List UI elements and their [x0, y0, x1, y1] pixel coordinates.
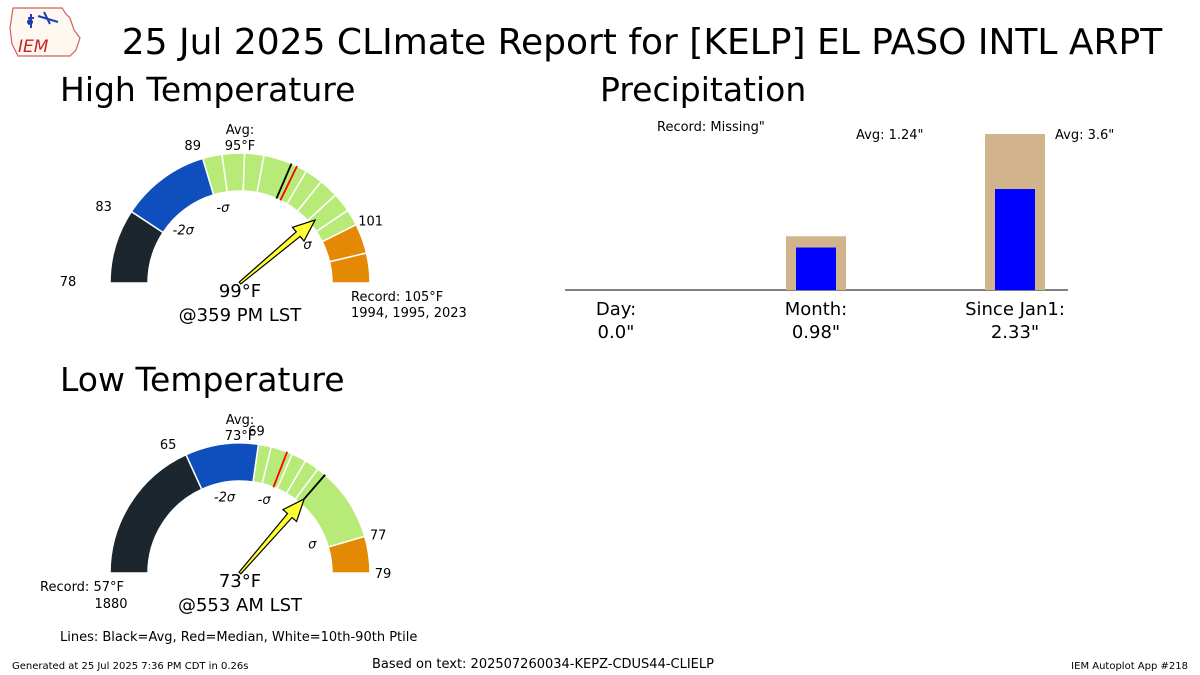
precip-category-label: Month: [785, 299, 847, 320]
high-temp-heading: High Temperature [60, 70, 355, 109]
high-time-label: @359 PM LST [179, 305, 303, 326]
low-temp-heading: Low Temperature [60, 360, 345, 399]
precip-value-label: 0.98" [792, 322, 840, 343]
gauge-tick-label: 101 [358, 214, 383, 229]
sigma-label: σ [308, 538, 317, 553]
high-avg-label: Avg: [226, 123, 254, 138]
logo-symbol-icon [27, 19, 33, 25]
ptile-line-3 [286, 170, 307, 205]
ptile-line-6 [315, 209, 349, 233]
high-temp-gauge: Avg: 95°F 99°F @359 PM LST Record: 105°F… [60, 123, 467, 326]
precip-category-label: Day: [596, 299, 636, 320]
ptile-line-0 [261, 446, 273, 484]
high-value-label: 99°F [219, 281, 261, 302]
high-record-label: Record: 105°F [351, 290, 443, 305]
gauge-tick-label: 78 [60, 275, 77, 290]
report-title: 25 Jul 2025 CLImate Report for [KELP] EL… [122, 22, 1164, 63]
precip-annotation: Avg: 1.24" [856, 128, 924, 143]
low-avg-value: 73°F [225, 429, 256, 444]
gauge-band-4 [328, 252, 371, 284]
low-record-label: Record: 57°F [40, 580, 124, 595]
gauge-needle [238, 218, 317, 285]
gauge-tick-label: 65 [160, 438, 177, 453]
iem-logo: IEM [9, 7, 81, 57]
median-line [279, 165, 298, 201]
observed-precip-bar [796, 247, 836, 290]
high-record-years: 1994, 1995, 2023 [351, 306, 467, 321]
sigma-label: -σ [216, 201, 230, 216]
logo-text: IEM [18, 37, 49, 57]
sigma-label: -σ [258, 493, 272, 508]
footer-based-on: Based on text: 202507260034-KEPZ-CDUS44-… [372, 657, 714, 672]
gauge-tick-label: 69 [248, 424, 265, 439]
ptile-line-0 [221, 154, 228, 193]
gauge-tick-label: 79 [375, 567, 392, 582]
observed-precip-bar [995, 189, 1035, 290]
precip-annotation: Record: Missing" [657, 120, 765, 135]
ptile-line-4 [296, 180, 322, 212]
ptile-line-1 [242, 153, 246, 192]
ptile-line-5 [307, 194, 337, 222]
ptile-line-2 [256, 155, 265, 193]
precip-bar-chart: Day:0.0" Month:0.98" Since Jan1:2.33" Recor… [565, 120, 1114, 343]
high-avg-value: 95°F [225, 139, 256, 154]
precip-value-label: 2.33" [991, 322, 1039, 343]
low-time-label: @553 AM LST [178, 595, 303, 616]
ptile-line-2 [285, 460, 307, 494]
median-line [272, 451, 289, 488]
avg-line [275, 163, 293, 199]
gauge-tick-label: 89 [184, 139, 201, 154]
ptile-line-3 [294, 468, 319, 500]
gauge-band-3 [327, 535, 371, 574]
legend-note: Lines: Black=Avg, Red=Median, White=10th… [60, 630, 417, 645]
gauge-band-0 [109, 453, 203, 574]
precip-annotation: Avg: 3.6" [1055, 128, 1114, 143]
low-record-years: 1880 [94, 597, 127, 612]
low-value-label: 73°F [219, 571, 261, 592]
sigma-label: -2σ [173, 223, 195, 238]
precip-category-label: Since Jan1: [965, 299, 1065, 320]
gauge-tick-label: 83 [95, 200, 112, 215]
gauge-tick-label: 77 [370, 528, 387, 543]
ptile-line-1 [276, 453, 294, 490]
footer-generated: Generated at 25 Jul 2025 7:36 PM CDT in … [12, 661, 248, 672]
footer-app: IEM Autoplot App #218 [1071, 661, 1188, 672]
sigma-label: σ [303, 238, 312, 253]
gauge-needle [238, 497, 306, 575]
precip-heading: Precipitation [600, 70, 806, 109]
sigma-label: -2σ [214, 491, 236, 506]
low-temp-gauge: Avg: 73°F 73°F @553 AM LST Record: 57°F … [40, 413, 391, 616]
low-avg-label: Avg: [226, 413, 254, 428]
precip-value-label: 0.0" [598, 322, 635, 343]
